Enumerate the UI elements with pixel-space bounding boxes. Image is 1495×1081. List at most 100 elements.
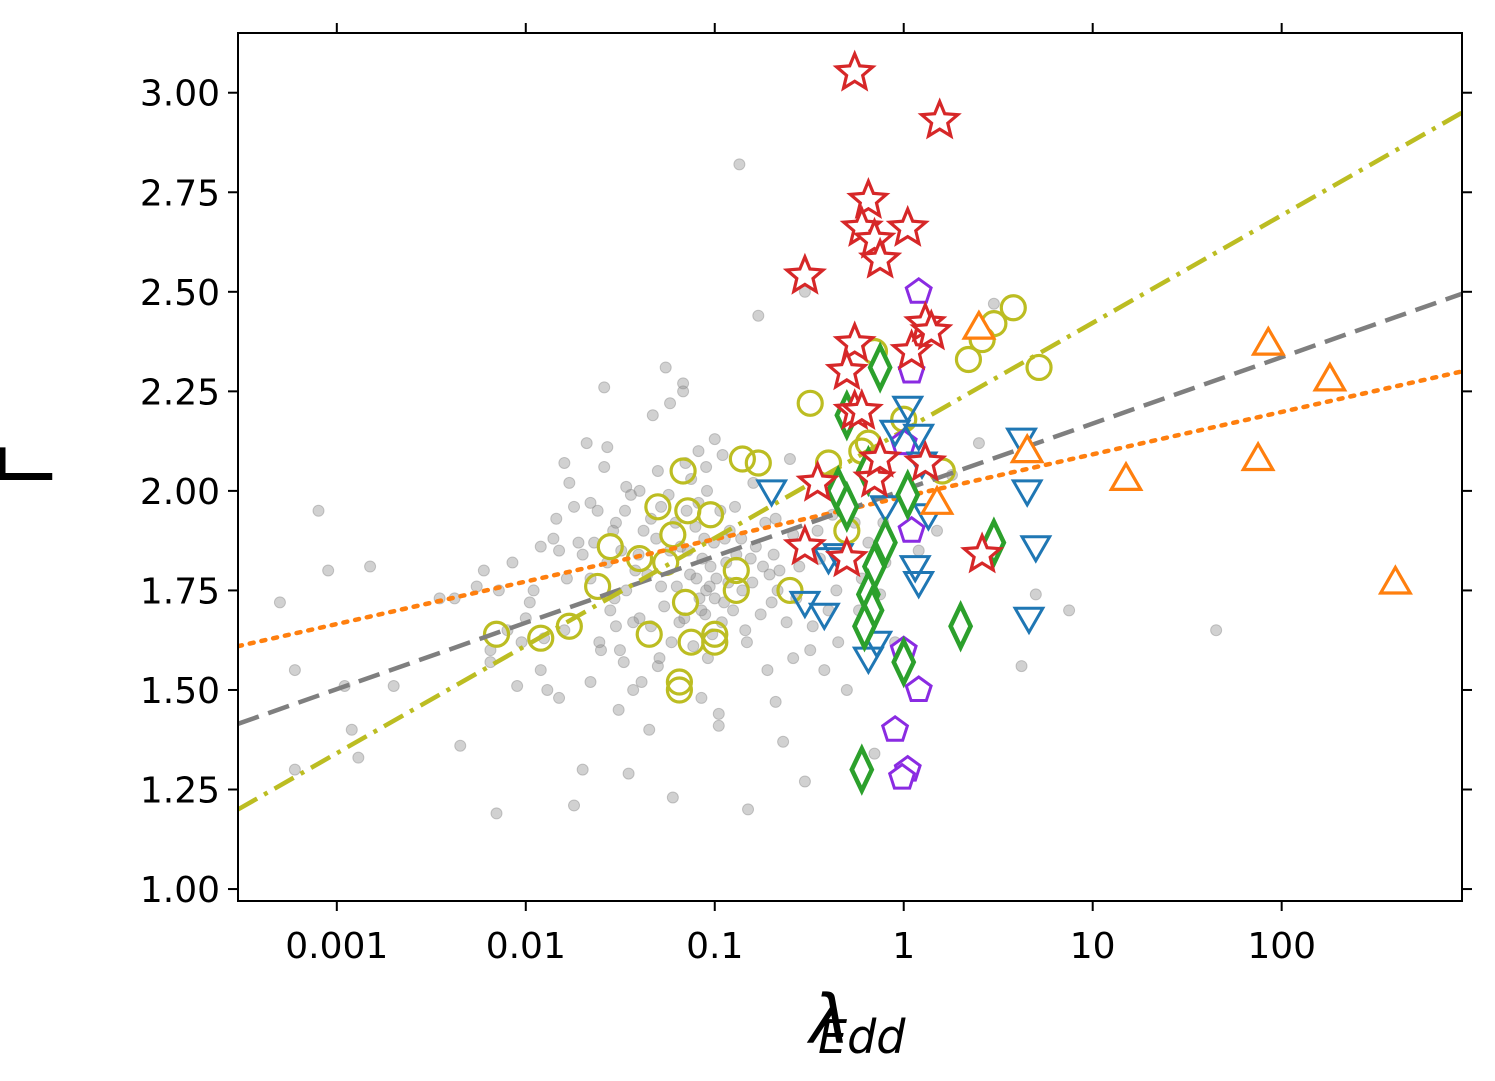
x-tick-label: 0.001 [285,926,388,967]
data-point [612,703,625,716]
data-point [1015,660,1028,673]
data-point [635,676,648,689]
data-point [897,515,926,543]
data-point [878,419,912,449]
data-point [550,512,563,525]
series-green-diamonds [825,341,1007,796]
fit-line-olive-fit [238,110,1462,812]
data-point [604,604,617,617]
data-point [887,762,917,790]
data-point [852,600,877,653]
data-point [782,252,827,295]
data-point [752,309,765,322]
data-point [712,719,725,732]
data-point [704,560,717,573]
data-point [710,572,723,585]
data-point [637,524,650,537]
data-point [658,600,671,613]
data-point [322,564,335,577]
data-point [722,576,750,605]
data-point [780,616,793,629]
data-point [744,552,757,565]
data-point [633,612,646,625]
data-point [387,679,400,692]
data-point [673,616,686,629]
data-point [651,660,664,673]
data-point [700,584,713,597]
data-point [708,592,721,605]
data-point [728,445,756,473]
data-point [653,652,666,665]
data-point [669,457,697,485]
data-point [818,664,831,677]
data-point [541,683,554,696]
data-point [288,664,301,677]
data-point [664,397,677,410]
x-tick-label: 100 [1247,926,1316,967]
data-point [470,580,483,593]
y-tick-label: 2.50 [140,273,220,314]
data-point [1025,353,1053,382]
series-red-stars [782,49,1005,578]
data-point [729,500,742,513]
data-point [795,459,840,502]
ticks-layer: 0.001 0.01 0.1 1 10 100 1.00 1.25 1.50 1.75 2.00 2.… [140,23,1472,967]
data-point [701,484,714,497]
data-point [840,683,853,696]
data-point [633,484,646,497]
data-point [699,608,712,621]
data-point [880,714,910,742]
data-point [584,496,597,509]
data-point [912,544,925,557]
data-point [576,763,589,776]
data-point [617,656,630,669]
data-point [352,751,365,764]
x-tick-label: 0.01 [486,926,566,967]
data-point [902,571,936,600]
data-point [981,516,1007,569]
data-point [716,449,729,462]
data-point [806,620,819,633]
data-point [830,584,843,597]
data-point [807,602,841,632]
y-axis-label: Γ [0,447,69,487]
data-point [903,439,948,482]
data-point [690,572,703,585]
data-point [527,624,555,652]
data-point [867,341,893,394]
data-point [644,493,672,521]
data-point [783,453,796,466]
y-tick-label: 1.50 [140,671,220,712]
x-tick-label: 10 [1070,926,1116,967]
data-point [534,664,547,677]
data-point [858,236,903,279]
data-point [563,476,576,489]
data-point [703,580,716,593]
data-point [904,276,933,304]
data-point [832,636,845,649]
data-point [454,739,467,752]
data-point [613,644,626,657]
data-point [643,723,656,736]
data-point [891,395,925,425]
data-point [490,807,503,820]
data-point [904,675,933,702]
x-tick-label: 0.1 [686,926,743,967]
data-point [527,584,540,597]
data-point [846,176,891,220]
data-point [580,437,593,450]
data-point [787,652,800,665]
data-point [744,449,772,477]
series-olive-circles [482,294,1053,704]
data-point [954,345,983,374]
data-point [601,441,614,454]
data-point [312,504,325,517]
data-point [1029,588,1042,601]
data-point [763,568,776,581]
data-point [598,461,611,473]
data-point [1312,361,1348,392]
data-point [506,556,519,569]
data-point [627,616,640,629]
data-point [898,555,932,584]
